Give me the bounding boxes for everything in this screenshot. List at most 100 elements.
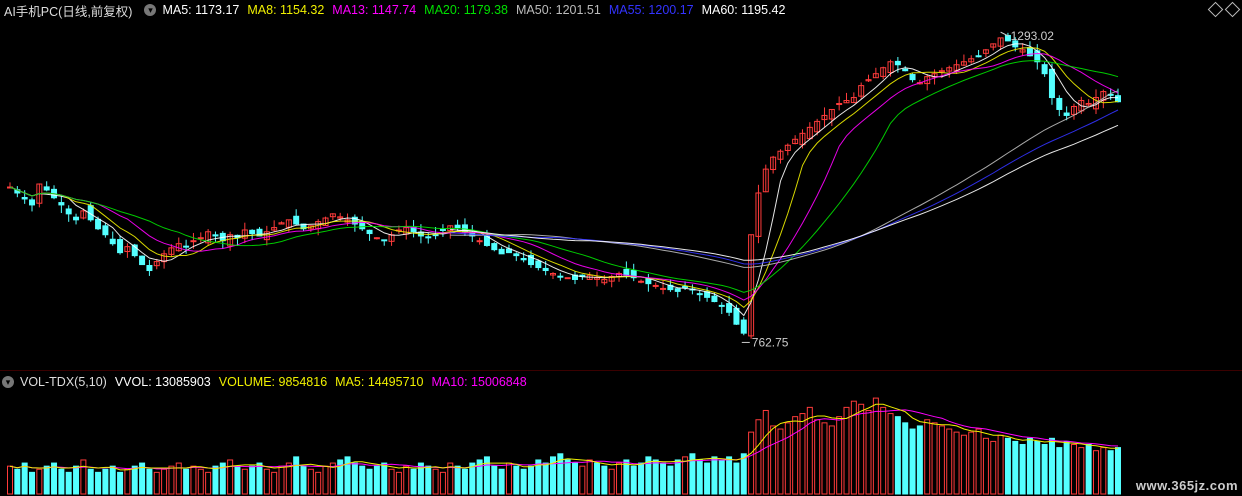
volume-bar [307, 468, 314, 495]
ma8-label: MA8: 1154.32 [247, 3, 325, 17]
volume-bar [65, 471, 72, 495]
candle-body [1019, 49, 1026, 53]
volume-bar [7, 465, 13, 495]
candle-body [733, 307, 740, 325]
volume-bar [660, 462, 667, 495]
volume-bar [175, 462, 182, 495]
volume-bar [1100, 447, 1107, 495]
volume-bar [1034, 440, 1041, 495]
settings-dropdown-icon[interactable]: ▾ [144, 4, 157, 16]
volume-bar [461, 468, 468, 495]
volume-bar [909, 428, 916, 495]
volume-bar [520, 468, 527, 495]
candle-body [740, 319, 747, 334]
volume-bar [417, 462, 424, 495]
candle-body [799, 132, 806, 146]
volume-bar [616, 462, 623, 495]
volume-bar [168, 465, 175, 495]
volume-bar [527, 465, 534, 495]
volume-bar [1004, 437, 1011, 495]
volume-bar [850, 400, 857, 495]
volume-bar [1041, 444, 1048, 495]
volume-bar [439, 471, 446, 495]
volume-bar [227, 459, 234, 495]
candle-body [124, 246, 131, 253]
volume-bar [205, 471, 212, 495]
volume-bar [1085, 444, 1092, 495]
ma13-label: MA13: 1147.74 [332, 3, 417, 17]
candle-body [902, 68, 909, 72]
volume-bar [814, 419, 821, 495]
volume-bar [762, 409, 769, 495]
volume-bar [359, 465, 366, 495]
candle-body [513, 253, 520, 257]
volume-bar [161, 468, 168, 495]
volume-bar [535, 459, 542, 495]
candle-body [329, 213, 336, 218]
volume-bar [1026, 437, 1033, 495]
volume-bar [696, 459, 703, 495]
volume-label: VOLUME: 9854816 [218, 375, 328, 389]
volume-bar [469, 462, 476, 495]
volume-bar [322, 465, 329, 495]
candle-body [425, 236, 432, 239]
candle-body [373, 237, 380, 240]
volume-bar [887, 413, 894, 495]
volume-bar [990, 440, 997, 495]
candle-body [212, 234, 219, 237]
volume-bar [704, 462, 711, 495]
candle-body [337, 216, 344, 219]
volume-bar [645, 456, 652, 495]
candle-body [762, 168, 769, 193]
volume-bar [36, 468, 43, 495]
volume-dropdown-icon[interactable]: ▾ [2, 376, 14, 388]
candle-body [638, 280, 645, 283]
volume-bar [476, 459, 483, 495]
ma50-line [450, 90, 1119, 268]
volume-bar [315, 471, 322, 495]
volume-bar [491, 465, 498, 495]
vol-ma10-label: MA10: 15006848 [431, 375, 527, 389]
volume-bar [117, 471, 124, 495]
volume-legend-bar: ▾ VOL-TDX(5,10) VVOL: 13085903 VOLUME: 9… [0, 373, 535, 391]
volume-bar [95, 471, 102, 495]
volume-bar [249, 465, 256, 495]
volume-bar [29, 471, 36, 495]
candle-body [43, 186, 50, 191]
candle-body [982, 49, 989, 54]
volume-bar [483, 456, 490, 495]
volume-bar [674, 459, 681, 495]
volume-bar [212, 465, 219, 495]
candle-body [95, 218, 102, 230]
volume-bar [153, 471, 160, 495]
panel-divider [0, 370, 1242, 371]
candle-body [630, 270, 637, 279]
candle-body [938, 70, 945, 73]
ma50-label: MA50: 1201.51 [516, 3, 601, 17]
candle-body [682, 285, 689, 288]
candle-body [109, 238, 116, 245]
candle-body [58, 202, 65, 206]
volume-bar [131, 465, 138, 495]
candle-body [1085, 103, 1092, 106]
volume-bar [689, 453, 696, 495]
volume-bar [1019, 444, 1026, 495]
candle-body [183, 245, 190, 248]
volume-bar [498, 468, 505, 495]
candle-body [623, 268, 630, 276]
candle-body [894, 60, 901, 66]
volume-bar [953, 431, 960, 495]
volume-bar [513, 465, 520, 495]
volume-bar [601, 465, 608, 495]
candle-body [131, 244, 138, 257]
candle-body [836, 103, 843, 106]
volume-bar [109, 465, 116, 495]
candle-body [909, 74, 916, 81]
volume-bar [718, 459, 725, 495]
candle-body [726, 303, 733, 313]
volume-bar [968, 431, 975, 495]
ma13-line [9, 52, 1119, 301]
volume-bar [843, 406, 850, 495]
volume-bar [549, 456, 556, 495]
